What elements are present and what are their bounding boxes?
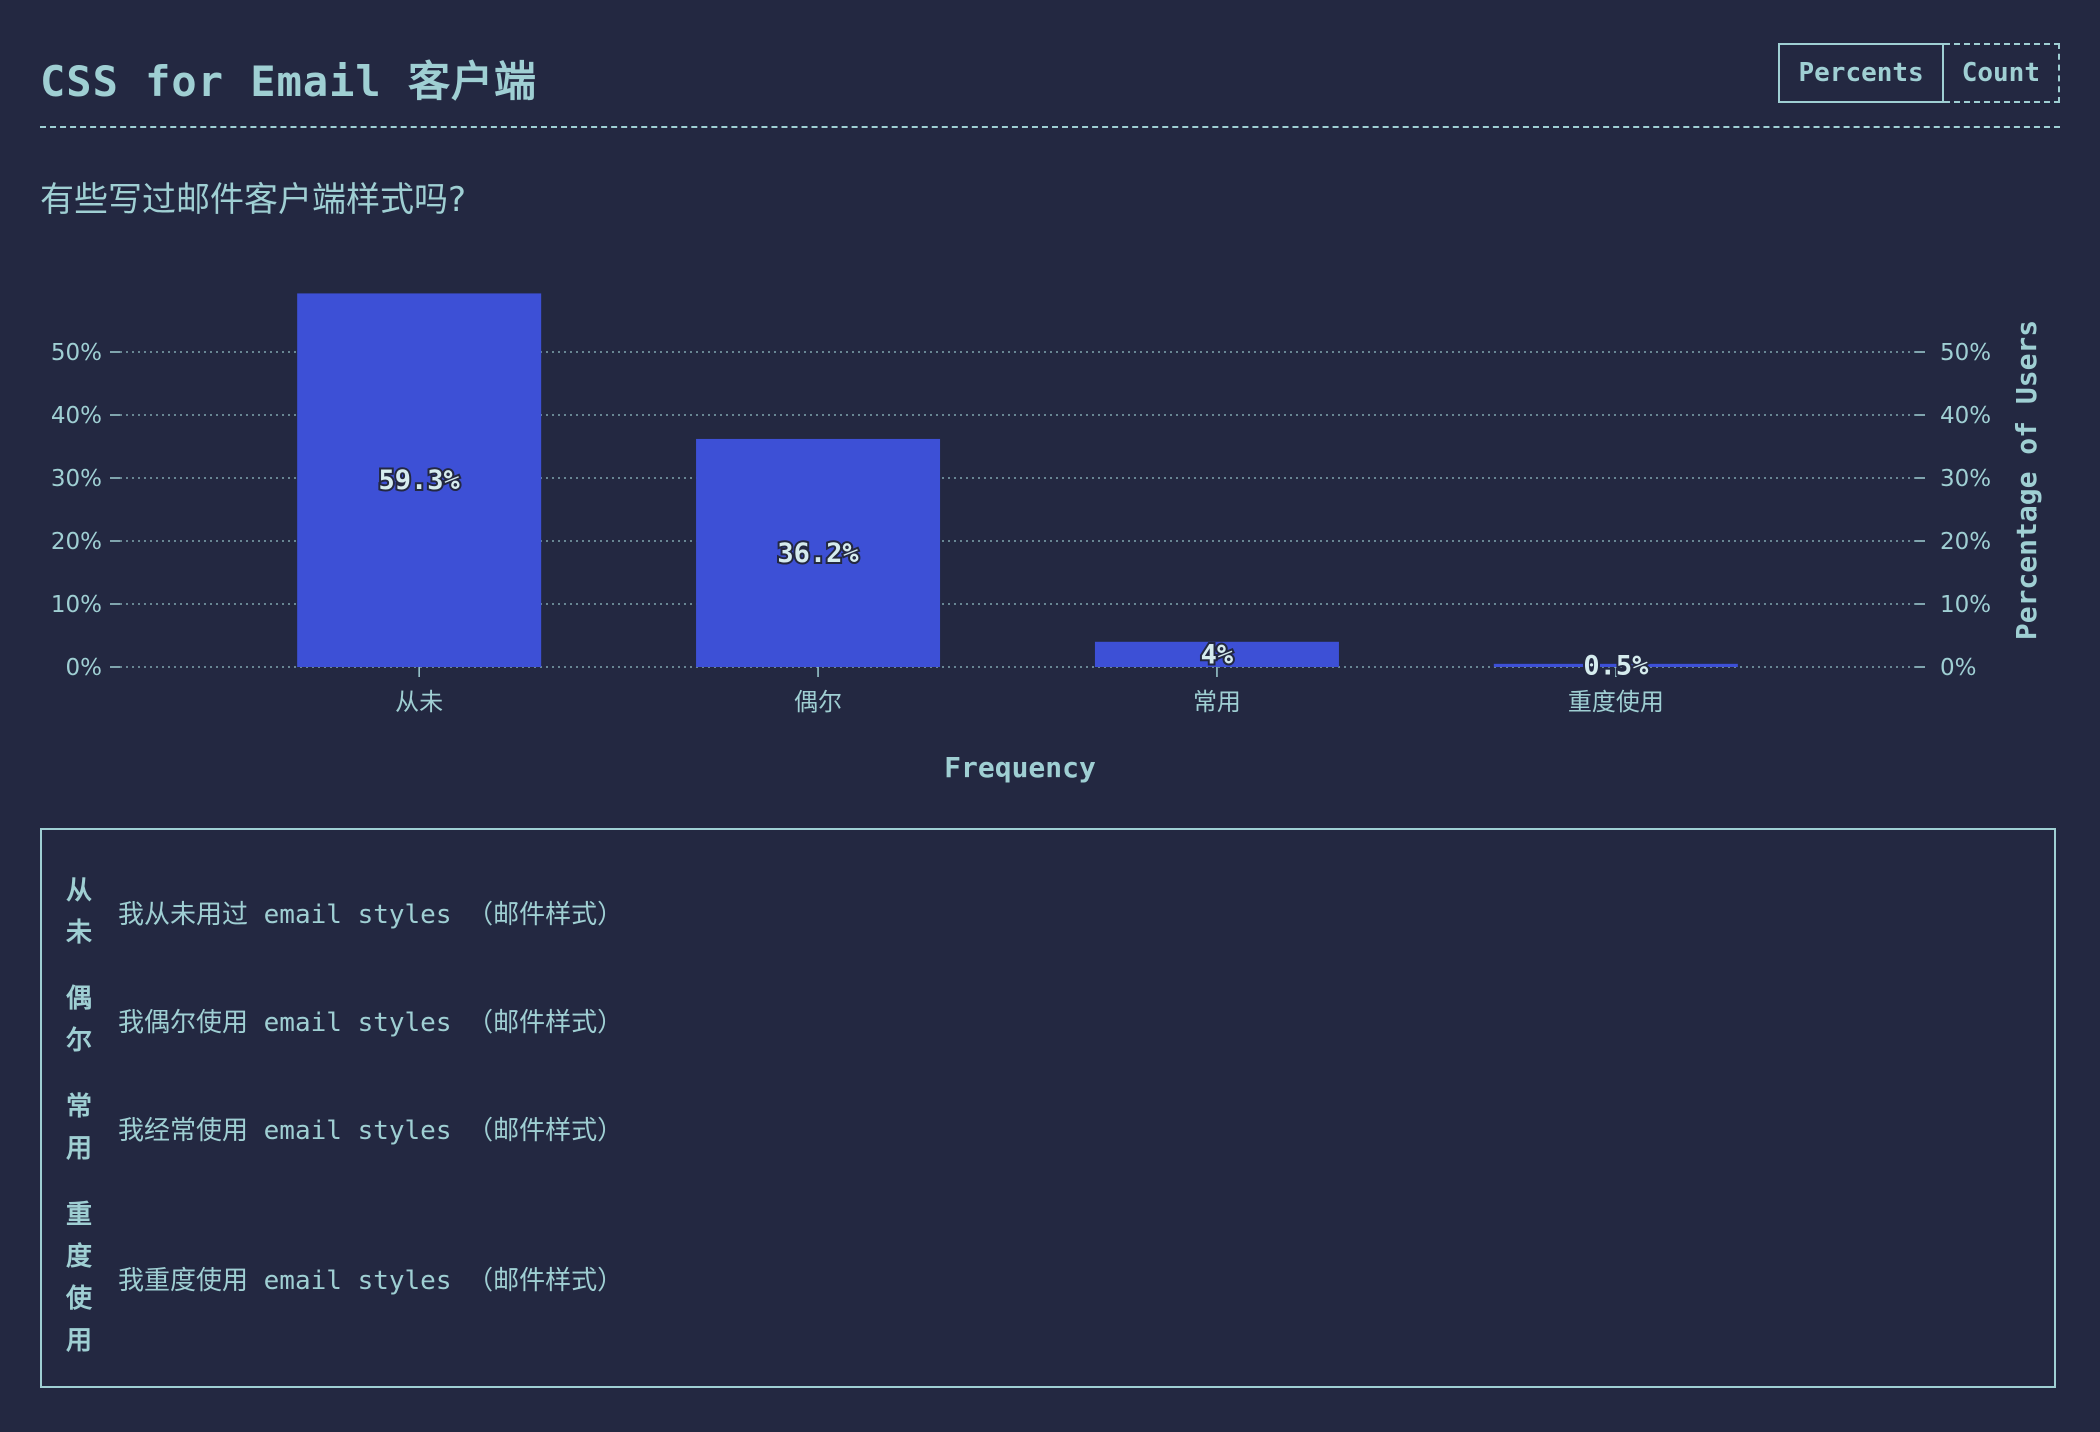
bar [696, 438, 941, 667]
y-tick-label-left: 10% [51, 592, 102, 618]
percents-button[interactable]: Percents [1778, 43, 1944, 103]
y-tick-label-right: 0% [1940, 655, 1977, 681]
legend-description: 我偶尔使用 email styles （邮件样式） [118, 1007, 624, 1038]
legend-key: 从未 [66, 876, 93, 948]
y-tick-label-left: 20% [51, 529, 102, 555]
frequency-bar-chart: 0% 0% 10% 10% 20% 20% 30% 30% 40% 40% 50% 50% 从未 59.3… [51, 293, 2043, 784]
data-label: 59.3% [379, 465, 461, 496]
y-tick-label-left: 0% [66, 655, 103, 681]
units-toggle: Percents Count [1778, 43, 2060, 103]
y-axis-title: Percentage of Users [2010, 320, 2043, 640]
legend-description: 我从未用过 email styles （邮件样式） [118, 899, 624, 930]
y-tick-label-right: 40% [1940, 403, 1991, 429]
legend-panel: 从未 我从未用过 email styles （邮件样式） 偶尔 我偶尔使用 em… [40, 828, 2056, 1388]
legend-description: 我经常使用 email styles （邮件样式） [118, 1115, 624, 1146]
bar [297, 293, 542, 667]
y-tick-label-right: 30% [1940, 466, 1991, 492]
x-tick-label: 常用 [1193, 688, 1241, 716]
legend-row-often: 常用 我经常使用 email styles （邮件样式） [66, 1086, 623, 1170]
y-tick-label-left: 40% [51, 403, 102, 429]
data-label: 4% [1201, 639, 1234, 670]
legend-key: 偶尔 [66, 984, 93, 1056]
x-axis-title: Frequency [944, 751, 1096, 784]
y-tick-label-right: 50% [1940, 340, 1991, 366]
page-title: CSS for Email 客户端 [40, 57, 538, 106]
data-label: 0.5% [1583, 650, 1649, 681]
data-label: 36.2% [777, 538, 859, 569]
bar [1094, 641, 1339, 667]
legend-key: 重度使用 [66, 1200, 93, 1356]
y-tick-label-right: 20% [1940, 529, 1991, 555]
x-tick-label: 从未 [395, 688, 443, 716]
legend-row-sometimes: 偶尔 我偶尔使用 email styles （邮件样式） [66, 978, 623, 1062]
x-tick-label: 重度使用 [1568, 688, 1664, 716]
y-tick-label-left: 50% [51, 340, 102, 366]
bar [1493, 663, 1738, 667]
y-tick-label-right: 10% [1940, 592, 1991, 618]
y-tick-label-left: 30% [51, 466, 102, 492]
legend-row-never: 从未 我从未用过 email styles （邮件样式） [66, 870, 623, 954]
count-button[interactable]: Count [1943, 43, 2060, 103]
x-tick-label: 偶尔 [794, 688, 842, 716]
legend-row-heavy: 重度使用 我重度使用 email styles （邮件样式） [66, 1194, 623, 1362]
question-text: 有些写过邮件客户端样式吗? [40, 180, 467, 220]
legend-key: 常用 [66, 1092, 93, 1164]
legend-description: 我重度使用 email styles （邮件样式） [118, 1265, 624, 1296]
page-header: CSS for Email 客户端 Percents Count [40, 40, 2060, 128]
